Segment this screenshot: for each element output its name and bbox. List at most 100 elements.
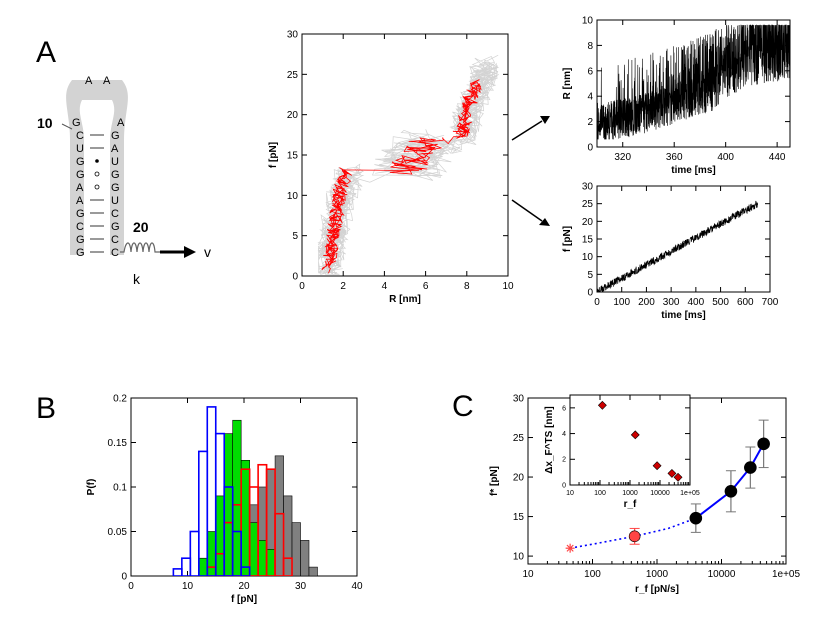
- panel-label-a: A: [36, 36, 56, 69]
- base-pair-marks: [90, 134, 104, 253]
- fR-x-tick-label: 2: [340, 281, 346, 292]
- ft-y-tick-label: 30: [582, 182, 594, 193]
- hist-bar-green: [257, 540, 267, 576]
- fstar-point-simulation: [744, 461, 757, 474]
- ft-x-tick-label: 300: [663, 297, 680, 308]
- hairpin-base: U: [111, 156, 119, 168]
- force-histogram-chart: 0 10 20 30 40 0 0.05 0.1 0.15 0.2 f [pN] P(f): [86, 394, 363, 606]
- ft-y-tick-label: 25: [582, 199, 594, 210]
- fstar-x-tick-label: 10: [522, 569, 534, 580]
- ft-x-tick-label: 0: [594, 297, 600, 308]
- fstar-line-simulation: [695, 443, 765, 519]
- Rt-y-tick-label: 10: [582, 16, 594, 27]
- ft-x-tick-label: 200: [638, 297, 655, 308]
- arrow-to-R-plot: [511, 120, 543, 141]
- fR-x-axis-label: R [nm]: [389, 294, 421, 305]
- arrow-to-f-plot: [511, 199, 543, 222]
- Rt-plot-frame: [596, 19, 791, 148]
- velocity-label: v: [204, 244, 211, 260]
- hairpin-base: G: [111, 169, 120, 181]
- fR-y-tick-label: 25: [287, 70, 299, 81]
- ft-x-tick-label: 500: [712, 297, 729, 308]
- arrow-to-R-plot-head-icon: [540, 116, 550, 124]
- ft-x-axis-label: time [ms]: [661, 310, 705, 321]
- fR-x-tick-label: 8: [464, 281, 470, 292]
- fstar-point-simulation: [724, 484, 738, 498]
- fstar-point-extrapolation: [566, 544, 574, 552]
- fstar-point-simulation: [689, 511, 703, 525]
- inset-x-tick-label: 10: [566, 490, 574, 497]
- fstar-x-tick-label: 10000: [708, 569, 736, 580]
- pulling-arrow-head-icon: [184, 246, 196, 258]
- fstar-y-tick-label: 10: [513, 552, 525, 563]
- hairpin-base: A: [76, 195, 84, 207]
- loop-base-2: A: [103, 75, 111, 87]
- Rt-x-tick-label: 440: [769, 152, 786, 163]
- hairpin-base: U: [76, 143, 84, 155]
- Rt-y-tick-label: 4: [587, 92, 593, 103]
- hist-x-tick-label: 40: [351, 581, 363, 592]
- hist-y-axis-label: P(f): [86, 479, 97, 496]
- inset-point-diamond: [652, 461, 662, 471]
- hist-bar-grey: [283, 495, 293, 576]
- inset-point-diamond: [667, 469, 677, 478]
- panel-label-b: B: [36, 392, 56, 425]
- fR-y-tick-label: 0: [292, 272, 298, 283]
- hist-y-tick-label: 0: [121, 572, 127, 583]
- hist-bar-green: [266, 548, 276, 576]
- ft-y-axis-label: f [pN]: [562, 226, 573, 252]
- fstar-x-tick-label: 1000: [646, 569, 669, 580]
- hist-bar-green: [223, 433, 234, 576]
- hist-bar-green: [198, 557, 208, 576]
- ft-x-tick-label: 700: [762, 297, 779, 308]
- hist-bar-green: [232, 419, 242, 576]
- hist-x-tick-label: 30: [295, 581, 307, 592]
- panel-label-c: C: [452, 390, 474, 423]
- hist-x-tick-label: 10: [182, 581, 194, 592]
- index-10-label: 10: [37, 115, 53, 131]
- fR-y-tick-label: 30: [287, 30, 299, 41]
- hist-bar-blue: [189, 530, 200, 576]
- fR-y-tick-label: 15: [287, 151, 299, 162]
- hairpin-base: G: [111, 182, 120, 194]
- hist-bar-green: [206, 531, 217, 576]
- hairpin-base: G: [76, 234, 85, 246]
- fR-x-tick-label: 4: [382, 281, 388, 292]
- inset-x-tick-label: 10000: [650, 490, 670, 497]
- hist-y-tick-label: 0.15: [108, 438, 128, 449]
- Rt-y-axis-label: R [nm]: [562, 68, 573, 100]
- hairpin-base: C: [111, 208, 119, 220]
- ft-x-tick-label: 100: [613, 297, 630, 308]
- hairpin-base: C: [76, 221, 84, 233]
- fR-x-tick-label: 10: [502, 281, 514, 292]
- hist-y-tick-label: 0.2: [113, 394, 127, 405]
- loop-base-1: A: [85, 75, 93, 87]
- arrow-to-f-plot-head-icon: [539, 218, 550, 226]
- ft-y-tick-label: 10: [582, 252, 594, 263]
- hairpin-base: U: [111, 195, 119, 207]
- hairpin-base: G: [76, 156, 85, 168]
- hist-bar-grey: [291, 522, 301, 576]
- inset-point-diamond: [673, 472, 683, 482]
- hairpin-base: A: [111, 143, 119, 155]
- transition-state-inset-chart: 10 100 1000 10000 1e+05 0 2 4 6 r_f Δx_F^TS [nm]: [544, 394, 700, 510]
- inset-point-diamond: [597, 400, 607, 410]
- hist-bar-blue: [231, 530, 242, 576]
- fR-y-tick-label: 20: [287, 110, 299, 121]
- hist-bar-red: [274, 512, 285, 576]
- Rt-x-axis-label: time [ms]: [671, 165, 715, 176]
- ft-series-line: [597, 200, 758, 292]
- inset-x-tick-label: 100: [594, 490, 606, 497]
- hairpin-base: A: [76, 182, 84, 194]
- fstar-y-axis-label: f* [pN]: [489, 466, 500, 496]
- inset-x-axis-label: r_f: [624, 499, 637, 510]
- hist-bar-blue: [198, 450, 209, 576]
- fR-y-tick-label: 10: [287, 191, 299, 202]
- hairpin-base: A: [117, 117, 125, 129]
- inset-y-axis-label: Δx_F^TS [nm]: [544, 406, 555, 473]
- hairpin-base: G: [76, 247, 85, 259]
